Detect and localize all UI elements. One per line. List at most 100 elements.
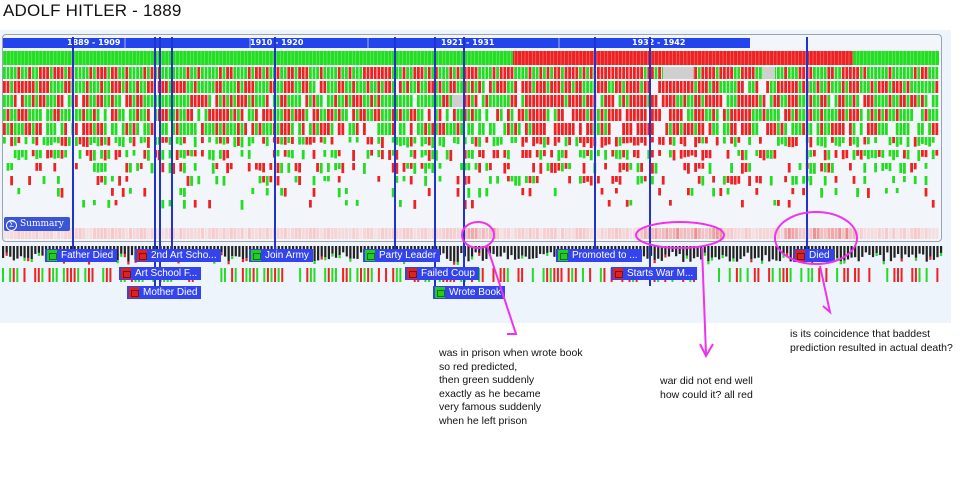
grid-cell xyxy=(874,123,877,135)
event-mother-died[interactable]: Mother Died xyxy=(127,286,202,299)
grid-cell xyxy=(755,150,759,157)
grid-cell xyxy=(330,109,334,121)
grid-cell xyxy=(363,67,366,79)
grid-cell xyxy=(525,67,528,79)
summary-cell xyxy=(622,228,626,239)
grid-cell xyxy=(924,81,928,93)
summary-cell xyxy=(13,228,17,239)
grid-cell xyxy=(129,163,132,173)
grid-cell xyxy=(388,150,391,160)
calendar-icon xyxy=(365,250,375,261)
grid-cell xyxy=(633,67,636,79)
grid-cell xyxy=(150,81,154,93)
grid-cell xyxy=(669,81,672,93)
grid-cell xyxy=(917,150,921,161)
grid-cell xyxy=(496,109,499,121)
grid-cell xyxy=(161,123,165,135)
grid-cell xyxy=(78,150,82,159)
grid-cell xyxy=(845,81,849,93)
summary-cell xyxy=(409,228,413,239)
chart-frame[interactable]: 1889 - 1909 1910 - 1920 1921 - 1931 1932… xyxy=(0,30,951,323)
grid-cell xyxy=(13,123,17,135)
event-wrote-book[interactable]: Wrote Book xyxy=(433,286,506,299)
event-art-school-failed[interactable]: Art School F... xyxy=(119,267,202,280)
grid-cell xyxy=(193,150,197,157)
grid-cell xyxy=(834,188,838,195)
grid-cell xyxy=(715,109,719,121)
event-failed-coup[interactable]: Failed Coup xyxy=(405,267,479,280)
grid-cell xyxy=(211,163,215,174)
grid-cell xyxy=(337,67,341,79)
grid-cell xyxy=(456,123,460,135)
grid-cell xyxy=(334,95,337,107)
summary-cell xyxy=(571,228,575,239)
timeline-panel[interactable]: 1889 - 1909 1910 - 1920 1921 - 1931 1932… xyxy=(2,34,942,242)
grid-cell xyxy=(582,81,586,93)
summary-cell xyxy=(719,228,723,239)
summary-cell xyxy=(543,228,546,239)
summary-cell xyxy=(312,228,316,239)
grid-cell xyxy=(168,163,172,174)
summary-cell xyxy=(741,228,744,239)
grid-cell xyxy=(917,67,921,79)
summary-cell xyxy=(366,228,370,239)
summary-button[interactable]: Σ Summary xyxy=(4,217,70,231)
grid-cell xyxy=(121,137,125,148)
grid-cell xyxy=(175,137,179,144)
grid-cell xyxy=(535,176,539,184)
grid-cell xyxy=(712,188,715,197)
grid-cell xyxy=(485,188,489,197)
grid-cell xyxy=(683,123,687,135)
grid-cell xyxy=(13,137,17,146)
grid-cell xyxy=(341,81,345,93)
grid-cell xyxy=(640,137,643,143)
grid-cell xyxy=(449,123,453,135)
event-2nd-art-school[interactable]: 2nd Art Scho... xyxy=(135,249,221,262)
grid-cell xyxy=(532,137,535,147)
grid-cell xyxy=(517,67,521,79)
grid-cell xyxy=(669,150,672,158)
summary-cell xyxy=(611,228,615,239)
event-died[interactable]: Died xyxy=(793,249,834,262)
grid-cell xyxy=(10,137,13,147)
grid-cell xyxy=(35,163,39,171)
event-join-army[interactable]: Join Army xyxy=(249,249,313,262)
summary-cell xyxy=(168,228,172,239)
grid-cell xyxy=(676,123,679,135)
grid-cell xyxy=(478,109,481,121)
grid-cell xyxy=(147,109,150,121)
grid-cell xyxy=(802,67,805,79)
grid-cell xyxy=(867,188,870,198)
grid-cell xyxy=(143,137,147,143)
grid-cell xyxy=(712,67,715,79)
grid-cell xyxy=(867,109,870,121)
grid-cell xyxy=(849,81,852,93)
grid-cell xyxy=(467,163,471,171)
grid-cell xyxy=(643,95,647,107)
grid-cell xyxy=(463,200,467,210)
grid-cell xyxy=(341,123,345,135)
event-starts-war[interactable]: Starts War M... xyxy=(611,267,698,280)
prediction-grid[interactable] xyxy=(3,35,941,241)
grid-cell xyxy=(57,109,60,121)
summary-cell xyxy=(550,228,554,239)
event-promoted[interactable]: Promoted to ... xyxy=(556,249,642,262)
summary-cell xyxy=(244,228,248,239)
grid-cell xyxy=(615,176,618,182)
grid-cell xyxy=(276,95,280,107)
grid-cell xyxy=(589,150,593,161)
event-father-died[interactable]: Father Died xyxy=(45,249,118,262)
grid-cell xyxy=(269,163,273,170)
grid-cell xyxy=(579,176,582,184)
grid-cell xyxy=(877,95,881,107)
grid-cell xyxy=(787,95,791,107)
event-party-leader[interactable]: Party Leader xyxy=(363,249,441,262)
grid-cell xyxy=(694,95,697,107)
grid-cell xyxy=(330,150,334,158)
grid-cell xyxy=(715,81,719,93)
summary-cell xyxy=(75,228,78,239)
summary-cell xyxy=(6,228,10,239)
grid-cell xyxy=(395,163,399,174)
grid-cell xyxy=(827,109,831,121)
grid-cell xyxy=(618,163,622,173)
